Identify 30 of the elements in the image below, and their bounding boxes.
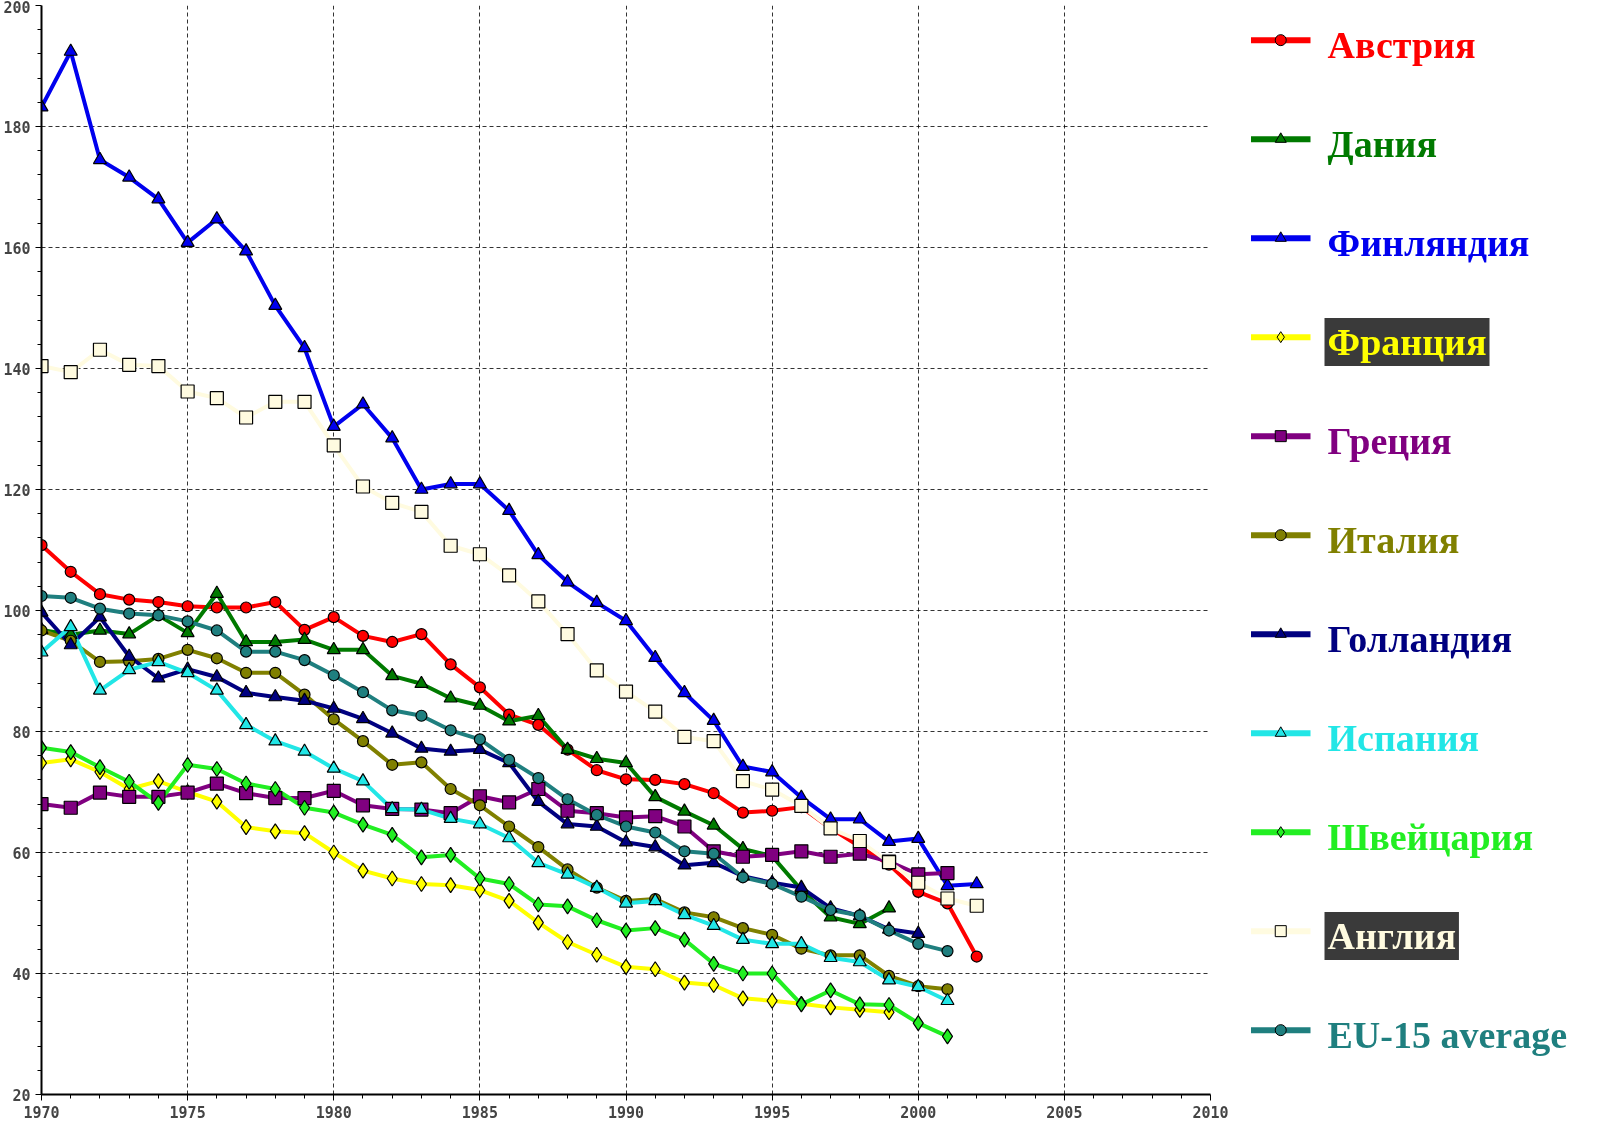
y-tick-label: 120 — [3, 481, 31, 500]
legend-label: Дания — [1327, 123, 1437, 166]
legend-label: EU-15 average — [1327, 1014, 1568, 1057]
x-tick-label: 2010 — [1192, 1103, 1229, 1122]
y-tick-label: 180 — [3, 118, 31, 137]
y-tick-label: 40 — [12, 965, 31, 984]
legend-label: Греция — [1327, 420, 1452, 463]
y-tick-label: 160 — [3, 239, 31, 258]
legend-label: Финляндия — [1327, 222, 1530, 265]
y-tick-label: 200 — [3, 0, 31, 17]
x-tick-label: 1980 — [315, 1103, 352, 1122]
legend-label: Голландия — [1327, 618, 1513, 661]
legend-label: Австрия — [1327, 24, 1476, 67]
x-tick-label: 1995 — [754, 1103, 791, 1122]
legend-label: Испания — [1327, 717, 1480, 760]
y-tick-label: 140 — [3, 360, 31, 379]
legend-label: Швейцария — [1327, 816, 1533, 859]
x-tick-label: 2005 — [1046, 1103, 1083, 1122]
x-tick-label: 1970 — [23, 1103, 60, 1122]
legend-label: Англия — [1327, 915, 1456, 958]
x-tick-label: 1985 — [461, 1103, 498, 1122]
y-tick-label: 100 — [3, 602, 31, 621]
y-tick-label: 20 — [12, 1086, 31, 1105]
legend-label: Италия — [1327, 519, 1460, 562]
x-tick-label: 2000 — [900, 1103, 937, 1122]
legend-label: Франция — [1327, 321, 1487, 364]
x-tick-label: 1990 — [607, 1103, 645, 1122]
y-tick-label: 60 — [12, 844, 31, 863]
x-tick-label: 1975 — [169, 1103, 206, 1122]
y-tick-label: 80 — [12, 723, 31, 742]
